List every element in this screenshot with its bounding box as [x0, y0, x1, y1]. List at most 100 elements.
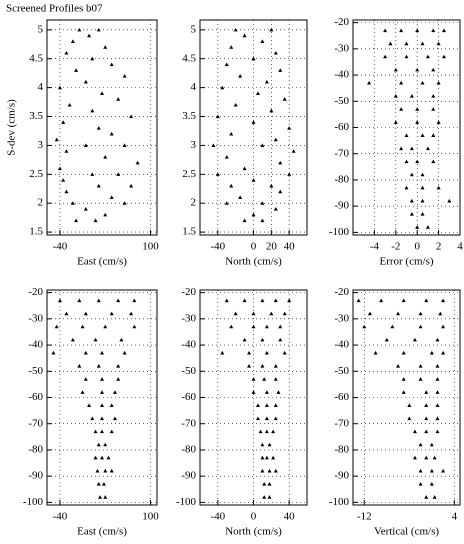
x-axis-label: North (cm/s): [225, 256, 282, 268]
point: [264, 324, 269, 329]
point: [247, 350, 252, 355]
point: [83, 350, 88, 355]
y-tick-label: -90: [181, 470, 196, 482]
point: [420, 212, 425, 216]
y-tick-label: -20: [181, 286, 196, 298]
point: [122, 350, 127, 355]
y-tick-label: -40: [334, 339, 349, 351]
point: [242, 166, 247, 171]
point: [429, 442, 434, 447]
point: [129, 183, 134, 188]
point: [57, 298, 62, 303]
point: [418, 442, 423, 447]
point: [74, 218, 79, 223]
point: [242, 33, 247, 38]
y-tick-label: 1.5: [29, 226, 43, 238]
point: [109, 195, 114, 200]
point: [116, 364, 121, 368]
point: [393, 94, 398, 98]
x-tick-label: -2: [391, 241, 400, 253]
point: [101, 482, 106, 486]
point: [224, 298, 229, 303]
point: [424, 429, 429, 434]
point: [98, 495, 103, 499]
point: [420, 80, 425, 85]
point: [83, 79, 88, 84]
y-tick-label: 2.5: [29, 168, 43, 180]
point: [436, 120, 441, 124]
x-tick-label: 0: [414, 241, 420, 253]
point: [401, 298, 406, 303]
point: [116, 97, 121, 101]
point: [424, 495, 429, 499]
point: [242, 298, 247, 303]
point: [54, 137, 59, 142]
y-tick-label: 2.5: [182, 168, 196, 180]
point: [267, 442, 272, 447]
point: [93, 218, 98, 223]
point: [251, 212, 256, 217]
point: [260, 298, 265, 303]
point: [425, 225, 430, 229]
point: [100, 429, 104, 434]
x-tick-label: 4: [457, 241, 463, 253]
point: [264, 455, 269, 460]
point: [116, 172, 121, 176]
point: [282, 311, 287, 316]
point: [242, 218, 247, 223]
y-tick-label: -70: [181, 417, 196, 429]
point: [57, 166, 62, 171]
y-tick-label: -50: [334, 95, 349, 107]
x-tick-label: -40: [53, 511, 68, 523]
point: [64, 149, 69, 153]
point: [383, 54, 388, 59]
point: [276, 390, 281, 394]
point: [436, 80, 441, 85]
x-tick-label: 100: [142, 511, 159, 523]
point: [435, 403, 440, 407]
point: [260, 442, 265, 447]
point: [83, 143, 88, 148]
point: [441, 54, 446, 59]
y-tick-label: -90: [334, 200, 349, 212]
point: [106, 455, 111, 460]
x-axis-label: North (cm/s): [225, 526, 282, 538]
point: [418, 377, 423, 381]
x-tick-label: -40: [53, 241, 68, 253]
x-tick-label: 0: [251, 511, 257, 523]
point: [80, 324, 85, 329]
y-tick-label: -20: [28, 286, 43, 298]
y-tick-label: 2: [191, 197, 197, 209]
y-tick-label: -60: [334, 391, 349, 403]
point: [404, 41, 409, 46]
point: [87, 33, 92, 38]
x-axis-label: Vertical (cm/s): [374, 526, 439, 538]
point: [264, 429, 269, 434]
point: [438, 311, 443, 316]
point: [109, 311, 114, 316]
y-tick-label: -60: [181, 391, 196, 403]
point: [251, 390, 256, 394]
y-tick-label: 1.5: [182, 226, 196, 238]
plot-frame: [352, 19, 461, 236]
point: [367, 80, 372, 85]
point: [409, 212, 414, 216]
point: [425, 146, 430, 151]
point: [100, 455, 104, 460]
point: [418, 468, 423, 473]
point: [409, 146, 414, 151]
point: [435, 337, 440, 342]
y-tick-label: -70: [334, 417, 349, 429]
point: [67, 102, 72, 107]
point: [435, 377, 440, 381]
y-tick-label: -80: [28, 443, 43, 455]
point: [264, 79, 269, 84]
point: [271, 455, 276, 460]
figure-title: Screened Profiles b07: [6, 3, 103, 15]
point: [64, 50, 69, 55]
point: [404, 54, 409, 59]
point: [273, 468, 278, 473]
y-tick-label: 3.5: [29, 110, 43, 122]
y-tick-label: -80: [334, 443, 349, 455]
